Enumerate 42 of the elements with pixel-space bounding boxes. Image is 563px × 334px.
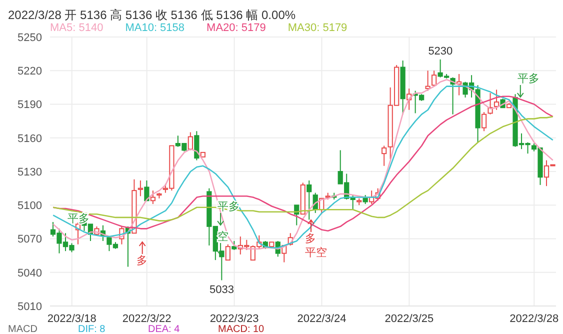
candlestick <box>494 89 500 110</box>
candlestick <box>150 190 156 205</box>
y-tick-label: 5190 <box>18 99 42 112</box>
x-tick-label: 2022/3/22 <box>122 312 172 325</box>
annotation: 平多 <box>517 73 540 85</box>
candlestick <box>481 112 487 132</box>
text: MACD: 10 <box>218 324 265 334</box>
y-tick-label: 5010 <box>18 300 42 313</box>
y-tick-label: 5160 <box>18 132 42 145</box>
annotation: 多 <box>305 233 316 245</box>
candlestick <box>306 180 312 220</box>
text: MACD <box>8 324 38 334</box>
annotation: 平多 <box>68 213 90 225</box>
candlestick <box>225 244 230 261</box>
candlestick <box>382 145 387 166</box>
annotation: 多 <box>136 255 148 267</box>
annotation: 5230 <box>428 45 453 58</box>
y-tick-label: 5250 <box>18 32 42 44</box>
y-tick-label: 5100 <box>18 200 42 212</box>
x-tick-label: 2022/3/18 <box>47 312 96 325</box>
text: DIF: 8 <box>78 324 106 334</box>
candlestick <box>194 130 200 161</box>
line-series <box>52 116 554 222</box>
text: MA5: 5140 <box>50 22 104 34</box>
text: DEA: 4 <box>148 324 180 334</box>
candlestick <box>432 70 437 87</box>
text: MA30: 5179 <box>288 22 348 34</box>
x-tick-label: 2022/3/24 <box>297 312 346 325</box>
chart-title: 2022/3/28 开 5136 高 5136 收 5136 低 5136 幅 0.00% <box>8 7 296 23</box>
text: MA20: 5179 <box>206 22 266 34</box>
x-tick-label: 2022/3/23 <box>210 312 259 325</box>
text: MA10: 5158 <box>125 22 185 34</box>
x-tick-label: 2022/3/28 <box>510 312 559 325</box>
annotation: 空 <box>218 230 229 243</box>
candlestick <box>138 180 144 197</box>
annotation: 5033 <box>210 284 234 296</box>
y-tick-label: 5070 <box>18 234 42 246</box>
x-tick-label: 2022/3/25 <box>384 312 434 325</box>
annotation: 平空 <box>305 246 327 259</box>
y-tick-label: 5130 <box>18 166 42 178</box>
y-tick-label: 5220 <box>18 66 42 78</box>
y-tick-label: 5040 <box>18 267 42 280</box>
